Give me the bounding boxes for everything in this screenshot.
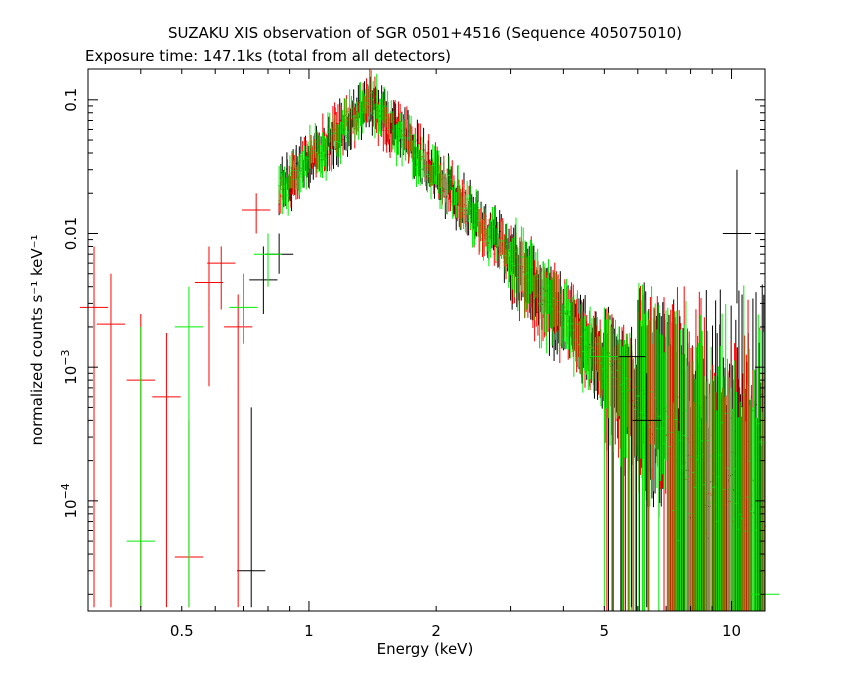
x-tick-label: 5 <box>600 622 610 640</box>
y-tick-label: 10−4 <box>59 483 80 518</box>
x-axis-label: Energy (keV) <box>377 640 474 658</box>
y-tick-label: 0.1 <box>62 88 80 112</box>
chart-title: SUZAKU XIS observation of SGR 0501+4516 … <box>168 24 682 42</box>
data-layer <box>79 69 780 611</box>
axis-layer: 0.5 1 2 5 10 10−4 10−3 0.01 0.1 <box>59 69 765 640</box>
x-tick-label: 2 <box>431 622 441 640</box>
y-tick-label: 0.01 <box>62 217 80 250</box>
x-tick-label: 10 <box>722 622 741 640</box>
plot-frame <box>87 68 766 612</box>
x-tick-label: 1 <box>304 622 314 640</box>
y-tick-label: 10−3 <box>59 350 80 385</box>
y-axis-label: normalized counts s⁻¹ keV⁻¹ <box>28 234 46 445</box>
x-tick-label: 0.5 <box>170 622 194 640</box>
chart-subtitle: Exposure time: 147.1ks (total from all d… <box>85 47 451 65</box>
